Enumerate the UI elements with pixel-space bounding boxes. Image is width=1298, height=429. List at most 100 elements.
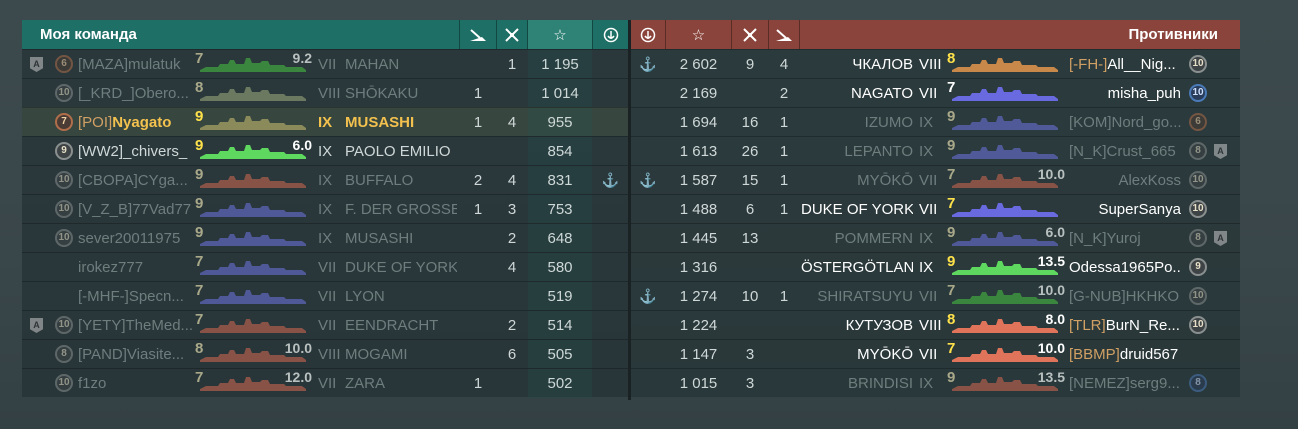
player-row[interactable]: A 10 [YETY]TheMed... 7 VII EENDRACHT 2 514 <box>22 310 628 340</box>
player-name[interactable]: irokez777 <box>78 253 192 282</box>
star-icon[interactable]: ☆ <box>528 20 592 49</box>
ship-silhouette <box>946 166 1064 195</box>
torpedo-hits-value <box>460 282 496 311</box>
player-name[interactable]: [MAZA]mulatuk <box>78 50 192 79</box>
tier-level: 7 <box>195 369 204 386</box>
player-row[interactable]: 2 169 2 NAGATO VII 7 misha_puh 10 <box>631 78 1240 107</box>
player-row[interactable]: 1 445 13 POMMERN IX 9 6.0 [N_K]Yuroj 8 A <box>631 223 1240 252</box>
clan-tag: [-FH-] <box>1069 56 1108 73</box>
anchor-icon[interactable] <box>631 20 665 49</box>
player-row[interactable]: ⚓ 1 587 15 1 MYŌKŌ VII 7 10.0 AlexKoss 10 <box>631 165 1240 194</box>
xp-value: 10.0 <box>1037 166 1065 182</box>
xp-value: 6.0 <box>292 137 312 153</box>
player-name[interactable]: Odessa1965Po... <box>1069 253 1181 282</box>
kills-value: 4 <box>507 259 517 276</box>
ship-name: EENDRACHT <box>345 317 439 334</box>
player-nick: CYga... <box>137 172 188 189</box>
rank-badge-icon: 10 <box>55 171 73 189</box>
player-row[interactable]: 10 sever20011975 9 IX MUSASHI 2 648 <box>22 223 628 253</box>
rank-badge-icon: 7 <box>55 113 73 131</box>
player-name[interactable]: [G-NUB]HKHKO <box>1069 282 1181 311</box>
star-icon[interactable]: ☆ <box>691 26 706 44</box>
kills-icon[interactable] <box>732 20 768 49</box>
torpedo-hits-value <box>460 50 496 79</box>
clan-tag: [-MHF-] <box>78 288 129 305</box>
player-name[interactable]: [BBMP]druid567 <box>1069 340 1181 369</box>
tier-level: 9 <box>195 224 204 241</box>
ship-tier: IX <box>919 143 934 160</box>
ship-silhouette <box>946 108 1064 137</box>
anchor-icon <box>593 282 628 311</box>
kills-value: 3 <box>507 201 517 218</box>
kills-icon[interactable] <box>497 20 527 49</box>
ship-name: PAOLO EMILIO <box>345 143 451 160</box>
player-name[interactable]: [CBOPA]CYga... <box>78 166 192 195</box>
player-name[interactable]: [NEMEZ]serg9... <box>1069 369 1181 398</box>
rank-badge-icon: 10 <box>1189 287 1207 305</box>
score-value: 831 <box>528 166 592 195</box>
player-row[interactable]: 1 147 3 MYŌKŌ VII 7 10.0 [BBMP]druid567 <box>631 339 1240 368</box>
rank-badge-icon: 10 <box>55 316 73 334</box>
player-row[interactable]: 1 316 ÖSTERGÖTLAND IX 9 13.5 Odessa1965Po... 9 <box>631 252 1240 281</box>
player-nick: Viasite... <box>126 346 185 363</box>
ship-silhouette <box>946 253 1064 282</box>
player-row[interactable]: 1 613 26 1 LEPANTO IX 9 [N_K]Crust_665 8 A <box>631 136 1240 165</box>
player-name[interactable]: [_KRD_]Obero... <box>78 79 192 108</box>
ship-silhouette <box>946 311 1064 340</box>
tier-level: 9 <box>947 108 956 125</box>
player-name[interactable]: [V_Z_B]77Vad77 <box>78 195 192 224</box>
player-row[interactable]: ⚓ 1 274 10 1 SHIRATSUYU VII 7 10.0 [G-NUB]HKHKO 1… <box>631 281 1240 310</box>
player-name[interactable]: [KOM]Nord_go... <box>1069 108 1181 137</box>
player-row[interactable]: 10 f1zo 7 12.0 VII ZARA 1 502 <box>22 368 628 398</box>
ship-tier: VII <box>919 201 938 218</box>
player-row[interactable]: irokez777 7 VII DUKE OF YORK 4 580 <box>22 252 628 282</box>
ship-tier: VII <box>318 259 337 276</box>
kills-value: 10 <box>741 288 759 305</box>
torpedo-hit-icon[interactable] <box>769 20 799 49</box>
player-row[interactable]: 8 [PAND]Viasite... 8 10.0 VIII MOGAMI 6 505 <box>22 339 628 369</box>
player-row[interactable]: 10 [_KRD_]Obero... 8 VIII SHŌKAKU 1 1 014 <box>22 78 628 108</box>
player-row[interactable]: A 6 [MAZA]mulatuk 7 9.2 VII MAHAN 1 1 195 <box>22 49 628 79</box>
ship-name: POMMERN <box>834 230 913 247</box>
anchor-icon[interactable] <box>593 20 628 49</box>
player-name[interactable]: misha_puh <box>1069 79 1181 108</box>
ship-silhouette <box>194 108 312 137</box>
player-name[interactable]: [TLR]BurN_Re... <box>1069 311 1181 340</box>
player-row[interactable]: 1 015 3 BRINDISI IX 9 13.5 [NEMEZ]serg9... 8 <box>631 368 1240 397</box>
player-row[interactable]: 10 [V_Z_B]77Vad77 9 IX F. DER GROSSE 1 3 753 <box>22 194 628 224</box>
player-name[interactable]: f1zo <box>78 369 192 398</box>
tier-level: 9 <box>195 137 204 154</box>
player-name[interactable]: SuperSanya <box>1069 195 1181 224</box>
ship-name: MYŌKŌ <box>857 346 913 363</box>
score-value: 1 014 <box>528 79 592 108</box>
player-name[interactable]: [WW2]_chivers_ <box>78 137 192 166</box>
player-name[interactable]: [POI]Nyagato <box>78 108 192 137</box>
torpedo-hits-value: 1 <box>779 201 789 218</box>
rank-badge-icon: 10 <box>55 84 73 102</box>
player-row[interactable]: 1 694 16 1 IZUMO IX 9 [KOM]Nord_go... 6 <box>631 107 1240 136</box>
torpedo-hits-value <box>460 137 496 166</box>
player-name[interactable]: [N_K]Crust_665 <box>1069 137 1181 166</box>
player-row[interactable]: [-MHF-]Specn... 7 VII LYON 519 <box>22 281 628 311</box>
player-name[interactable]: [N_K]Yuroj <box>1069 224 1181 253</box>
player-row[interactable]: 1 488 6 1 DUKE OF YORK VII 7 SuperSanya 10 <box>631 194 1240 223</box>
clan-tag: [KOM] <box>1069 114 1112 131</box>
player-row[interactable]: ⚓ 2 602 9 4 ЧКАЛОВ VIII 8 [-FH-]All__Nig... 10 <box>631 49 1240 78</box>
player-name[interactable]: AlexKoss <box>1069 166 1181 195</box>
player-name[interactable]: sever20011975 <box>78 224 192 253</box>
player-name[interactable]: [YETY]TheMed... <box>78 311 192 340</box>
player-row[interactable]: 10 [CBOPA]CYga... 9 IX BUFFALO 2 4 831 ⚓ <box>22 165 628 195</box>
anchor-icon <box>593 50 628 79</box>
player-name[interactable]: [-MHF-]Specn... <box>78 282 192 311</box>
player-nick: serg9... <box>1129 375 1180 392</box>
player-row[interactable]: 1 224 КУТУЗОВ VIII 8 8.0 [TLR]BurN_Re... 10 <box>631 310 1240 339</box>
player-name[interactable]: [-FH-]All__Nig... <box>1069 50 1181 79</box>
player-nick: TheMed... <box>125 317 192 334</box>
player-name[interactable]: [PAND]Viasite... <box>78 340 192 369</box>
player-row[interactable]: 9 [WW2]_chivers_ 9 6.0 IX PAOLO EMILIO 854 <box>22 136 628 166</box>
ship-tier: IX <box>318 230 333 247</box>
torpedo-hit-icon[interactable] <box>460 20 496 49</box>
ship-silhouette <box>194 340 312 369</box>
torpedo-hits-value <box>769 253 799 282</box>
player-row[interactable]: 7 [POI]Nyagato 9 IX MUSASHI 1 4 955 <box>22 107 628 137</box>
